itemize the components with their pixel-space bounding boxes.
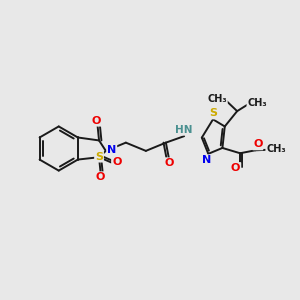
Text: N: N [107,145,116,155]
Text: S: S [209,109,217,118]
Text: S: S [95,152,103,162]
Text: N: N [202,155,212,165]
Text: CH₃: CH₃ [266,144,286,154]
Text: CH₃: CH₃ [248,98,267,108]
Text: O: O [253,140,262,149]
Text: O: O [92,116,101,126]
Text: O: O [165,158,174,168]
Text: O: O [96,172,105,182]
Text: HN: HN [176,125,193,135]
Text: O: O [112,157,122,167]
Text: O: O [231,163,240,173]
Text: CH₃: CH₃ [207,94,227,104]
